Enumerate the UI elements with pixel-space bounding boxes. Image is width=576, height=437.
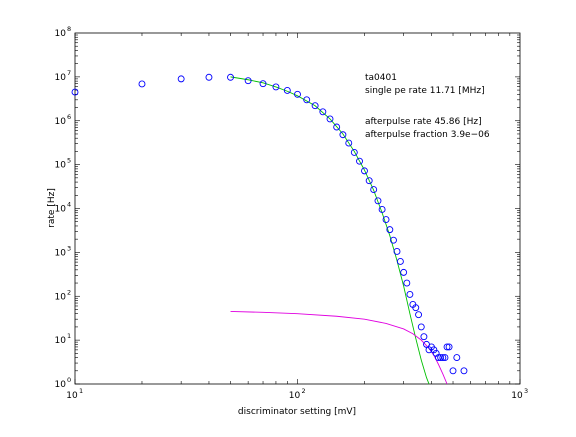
- data-point: [393, 247, 401, 255]
- axis-ticks: [74, 33, 521, 385]
- y-tick-label-exponent: 2: [67, 288, 71, 296]
- x-tick-label-exponent: 3: [524, 387, 528, 395]
- annotation-afterpulse-fraction: afterpulse fraction 3.9e−06: [365, 130, 490, 140]
- data-point: [272, 83, 280, 91]
- data-point: [259, 80, 267, 88]
- x-tick-label: 10: [66, 391, 78, 401]
- data-point: [460, 367, 468, 375]
- data-point: [445, 343, 453, 351]
- series-line-2: [230, 311, 448, 385]
- data-point: [435, 354, 442, 362]
- data-point: [417, 323, 425, 331]
- series-layer: [71, 73, 468, 385]
- data-point: [432, 349, 440, 357]
- y-tick-label: 10: [55, 205, 67, 215]
- y-tick-label: 10: [55, 248, 67, 258]
- data-point: [333, 123, 341, 131]
- y-tick-label-exponent: 7: [67, 69, 71, 77]
- y-tick-label-exponent: 1: [67, 332, 71, 340]
- data-point: [71, 88, 79, 96]
- y-tick-label: 10: [55, 336, 67, 346]
- y-tick-label-exponent: 3: [67, 244, 71, 252]
- annotation-single-pe-rate: single pe rate 11.71 [MHz]: [365, 86, 485, 96]
- y-tick-label: 10: [55, 117, 67, 127]
- data-point: [406, 290, 414, 298]
- y-axis-label: rate [Hz]: [47, 188, 57, 228]
- data-point: [374, 197, 382, 205]
- annotation-sensor-id: ta0401: [365, 73, 397, 83]
- data-point: [138, 80, 146, 88]
- data-point: [244, 77, 252, 85]
- x-tick-label: 10: [289, 391, 301, 401]
- data-point: [303, 96, 311, 104]
- data-point: [205, 73, 213, 81]
- data-point: [227, 73, 234, 81]
- data-point: [420, 333, 428, 341]
- y-tick-label-exponent: 0: [67, 376, 71, 384]
- y-tick-label-exponent: 8: [67, 25, 71, 33]
- data-point: [294, 90, 301, 98]
- data-point: [378, 206, 386, 213]
- y-tick-label: 10: [55, 29, 67, 39]
- data-point: [400, 268, 408, 276]
- data-point: [370, 186, 378, 194]
- data-point: [441, 354, 449, 362]
- series-line-1: [230, 76, 430, 385]
- y-tick-label: 10: [55, 161, 67, 171]
- data-point: [390, 236, 397, 244]
- data-point: [365, 177, 373, 185]
- data-point: [437, 354, 445, 362]
- data-point: [453, 354, 461, 362]
- data-point: [361, 167, 368, 175]
- y-tick-label-exponent: 4: [67, 201, 71, 209]
- data-point: [283, 87, 291, 94]
- data-point: [339, 131, 347, 139]
- data-point: [430, 346, 438, 354]
- data-point: [443, 343, 451, 351]
- y-tick-label: 10: [55, 380, 67, 390]
- data-point: [415, 311, 423, 319]
- x-tick-label-exponent: 2: [302, 387, 306, 395]
- data-point: [177, 75, 185, 83]
- data-point: [439, 354, 447, 362]
- y-tick-label: 10: [55, 73, 67, 83]
- y-tick-label-exponent: 5: [67, 157, 71, 165]
- data-point: [356, 157, 363, 165]
- data-point: [386, 226, 394, 234]
- x-tick-labels: 10 1 10 2 10 3: [66, 387, 528, 401]
- data-point: [326, 115, 334, 123]
- data-point: [319, 108, 327, 116]
- data-point: [412, 304, 420, 312]
- data-point: [449, 367, 457, 375]
- x-tick-label-exponent: 1: [79, 387, 83, 395]
- y-tick-label-exponent: 6: [67, 113, 71, 121]
- x-tick-label: 10: [511, 391, 523, 401]
- data-point: [403, 279, 411, 287]
- data-point: [382, 216, 390, 224]
- y-tick-label: 10: [55, 292, 67, 302]
- x-axis-label: discriminator setting [mV]: [238, 407, 356, 417]
- data-point: [350, 148, 358, 156]
- data-point: [345, 139, 353, 147]
- data-point: [311, 102, 319, 110]
- annotation-afterpulse-rate: afterpulse rate 45.86 [Hz]: [365, 117, 482, 127]
- data-point: [396, 258, 404, 265]
